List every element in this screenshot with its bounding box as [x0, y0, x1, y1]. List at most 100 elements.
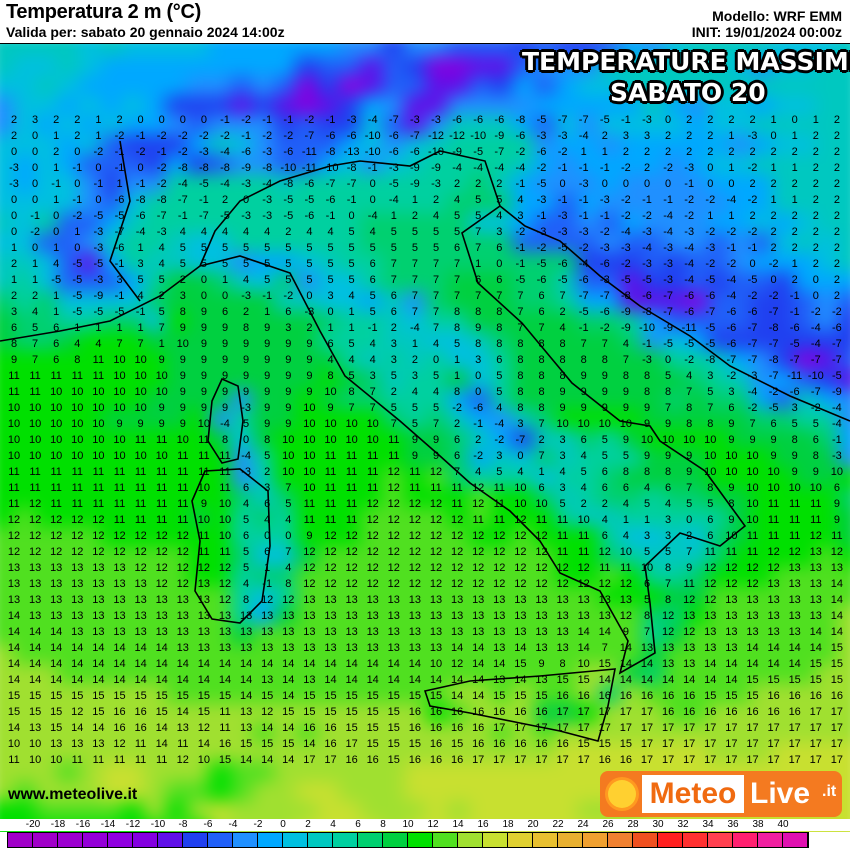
- temperature-value: 5: [580, 466, 587, 478]
- temperature-value: 6: [707, 530, 714, 542]
- temperature-value: 12: [387, 546, 400, 558]
- temperature-value: 2: [665, 130, 672, 142]
- temperature-value: 12: [92, 546, 105, 558]
- temperature-value: 12: [345, 578, 358, 590]
- temperature-value: -7: [114, 226, 125, 238]
- temperature-value: 13: [366, 626, 379, 638]
- temperature-value: -5: [663, 338, 673, 350]
- temperature-value: -5: [536, 114, 547, 126]
- temperature-value: -2: [599, 322, 610, 334]
- temperature-value: -5: [557, 242, 568, 254]
- temperature-value: -5: [621, 274, 631, 286]
- temperature-value: 2: [833, 194, 840, 206]
- temperature-value: 12: [725, 562, 738, 574]
- temperature-value: 13: [809, 562, 822, 574]
- temperature-value: -6: [642, 290, 652, 302]
- temperature-value: 13: [155, 610, 168, 622]
- temperature-value: 11: [345, 514, 358, 526]
- temperature-value: 2: [812, 162, 819, 174]
- temperature-value: 13: [493, 626, 506, 638]
- temperature-value: -6: [515, 130, 526, 142]
- temperature-value: 4: [432, 210, 440, 222]
- temperature-value: 14: [197, 658, 211, 670]
- colorbar-label: -4: [228, 819, 238, 830]
- temperature-value: 4: [580, 482, 587, 494]
- temperature-value: -1: [135, 178, 146, 190]
- temperature-value: 11: [556, 530, 569, 542]
- temperature-value: 14: [7, 722, 21, 734]
- temperature-value: 12: [387, 498, 400, 510]
- website-url[interactable]: www.meteolive.it: [8, 786, 138, 803]
- temperature-value: 11: [767, 514, 780, 526]
- temperature-value: -3: [536, 194, 547, 206]
- temperature-value: 5: [137, 274, 144, 286]
- temperature-value: 6: [454, 450, 461, 462]
- temperature-value: 11: [29, 482, 41, 494]
- temperature-value: 3: [179, 290, 186, 302]
- temperature-value: 12: [218, 594, 232, 606]
- temperature-value: 11: [219, 482, 231, 494]
- temperature-value: 11: [219, 706, 231, 718]
- temperature-value: -1: [262, 578, 273, 590]
- temperature-value: 11: [324, 514, 337, 526]
- temperature-value: 11: [430, 482, 442, 494]
- colorbar-label: 34: [702, 819, 714, 830]
- temperature-value: 5: [643, 498, 651, 510]
- temperature-value: 0: [285, 530, 292, 542]
- temperature-value: 11: [493, 498, 506, 510]
- temperature-value: 3: [707, 370, 714, 382]
- temperature-value: 14: [683, 674, 696, 686]
- temperature-value: 13: [535, 594, 548, 606]
- temperature-value: 15: [514, 658, 527, 670]
- temperature-value: 0: [32, 162, 39, 174]
- temperature-value: -6: [114, 242, 125, 254]
- temperature-value: 10: [746, 482, 759, 494]
- colorbar-cell: [233, 833, 258, 847]
- temperature-value: -1: [346, 194, 357, 206]
- temperature-value: -7: [388, 114, 399, 126]
- temperature-value: 1: [53, 290, 60, 302]
- temperature-value: 11: [493, 482, 506, 494]
- colorbar-label: 6: [355, 819, 361, 830]
- temperature-value: -1: [114, 162, 125, 174]
- temperature-value: 12: [556, 578, 569, 590]
- temperature-value: 13: [408, 626, 422, 638]
- temperature-value: 8: [559, 370, 566, 382]
- temperature-value: -5: [72, 258, 83, 270]
- temperature-value: 8: [517, 354, 524, 366]
- temperature-value: 9: [559, 402, 566, 414]
- temperature-value: -2: [536, 242, 547, 254]
- temperature-value: 14: [450, 690, 464, 702]
- temperature-value: 8: [221, 434, 229, 446]
- temperature-value: 12: [408, 546, 422, 558]
- temperature-value: 3: [622, 130, 629, 142]
- temperature-value: -3: [241, 402, 251, 414]
- temperature-value: 16: [345, 754, 358, 766]
- temperature-value: 12: [7, 546, 21, 558]
- temperature-value: 5: [243, 562, 250, 574]
- colorbar-cell: [458, 833, 483, 847]
- colorbar-label: 26: [602, 819, 614, 830]
- temperature-value: 10: [303, 466, 316, 478]
- temperature-value: 10: [113, 370, 126, 382]
- temperature-value: 7: [432, 418, 440, 430]
- temperature-value: 2: [686, 130, 693, 142]
- temperature-value: 10: [661, 434, 675, 446]
- temperature-value: -4: [684, 274, 695, 286]
- temperature-value: 11: [113, 754, 126, 766]
- colorbar-cell: [308, 833, 333, 847]
- temperature-value: 14: [830, 626, 844, 638]
- temperature-value: 11: [155, 754, 168, 766]
- overlay-title: TEMPERATURE MASSIME: [522, 47, 850, 76]
- temperature-value: 17: [704, 722, 717, 734]
- temperature-value: -3: [93, 226, 104, 238]
- temperature-value: 9: [221, 322, 229, 334]
- temperature-value: 13: [239, 642, 253, 654]
- colorbar-label: 4: [330, 819, 336, 830]
- temperature-value: 12: [71, 706, 84, 718]
- temperature-value: 13: [71, 738, 84, 750]
- temperature-value: 10: [7, 402, 21, 414]
- colorbar-cell: [783, 833, 808, 847]
- temperature-value: 12: [577, 562, 590, 574]
- temperature-value: -8: [768, 322, 779, 334]
